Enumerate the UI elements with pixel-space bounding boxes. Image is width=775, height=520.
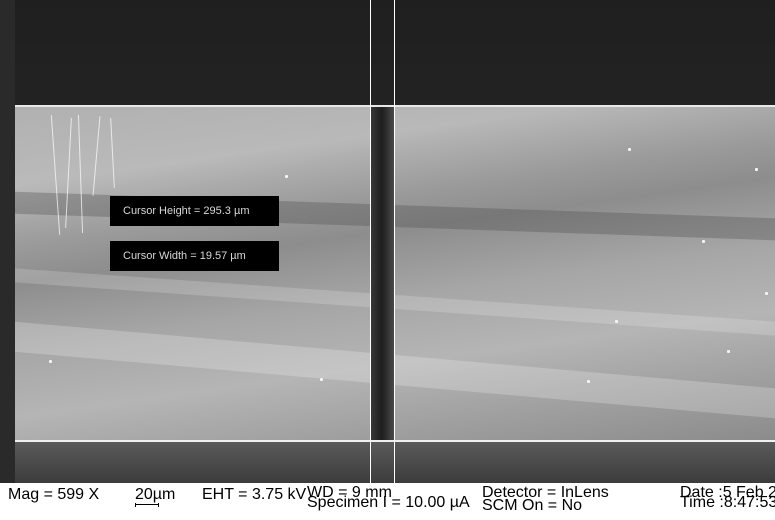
cursor-width-readout: Cursor Width = 19.57 µm [110, 241, 279, 271]
scale-bar-label: 20µm [135, 486, 176, 503]
sem-info-bar [0, 483, 775, 520]
specimen-band [15, 268, 775, 336]
debris-speck [702, 240, 705, 243]
measurement-cursor-line[interactable] [394, 0, 395, 483]
specimen-band [15, 321, 775, 419]
cursor-height-readout: Cursor Height = 295.3 µm [110, 196, 279, 226]
left-background [0, 0, 15, 483]
debris-speck [615, 320, 618, 323]
specimen-gap [370, 107, 394, 440]
specimen-current-label: Specimen I = 10.00 µA [307, 494, 470, 511]
specimen-cross-section [15, 105, 775, 445]
working-distance-label: WD = 9 mm [307, 484, 392, 501]
debris-speck [320, 378, 323, 381]
debris-speck [285, 175, 288, 178]
detector-label: Detector = InLens [482, 484, 609, 501]
measurement-cursor-line[interactable] [370, 0, 371, 483]
specimen-bottom-edge [15, 440, 775, 442]
debris-speck [765, 292, 768, 295]
specimen-base-strip [15, 442, 775, 483]
specimen-top-edge [15, 105, 775, 107]
scale-bar [135, 503, 159, 507]
magnification-label: Mag = 599 X [8, 486, 100, 503]
debris-speck [587, 380, 590, 383]
debris-speck [628, 148, 631, 151]
time-label: Time :8:47:53 [680, 494, 775, 511]
debris-speck [49, 360, 52, 363]
eht-label: EHT = 3.75 kV [202, 486, 307, 503]
scm-label: SCM On = No [482, 497, 583, 514]
date-label: Date :5 Feb 2008 [680, 484, 775, 501]
debris-speck [755, 168, 758, 171]
debris-speck [727, 350, 730, 353]
sem-image-viewport[interactable]: Cursor Height = 295.3 µm Cursor Width = … [0, 0, 775, 483]
